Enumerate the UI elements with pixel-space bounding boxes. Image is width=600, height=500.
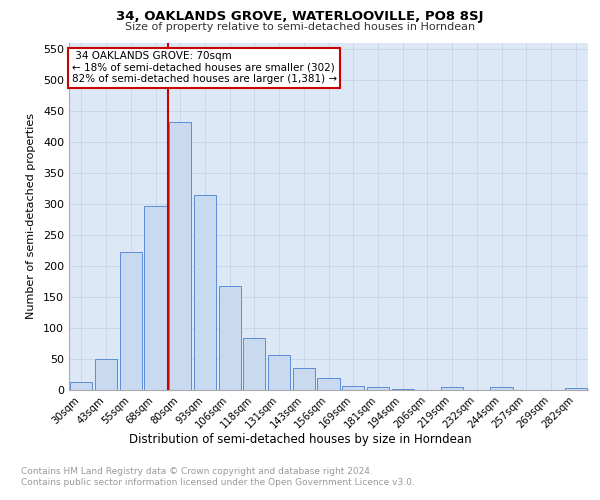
Bar [565, 388, 587, 390]
Bar [70, 382, 92, 390]
Bar [145, 206, 167, 390]
Bar [490, 387, 512, 390]
Bar [218, 286, 241, 390]
Text: Distribution of semi-detached houses by size in Horndean: Distribution of semi-detached houses by … [128, 432, 472, 446]
Bar [367, 387, 389, 390]
Bar [293, 368, 315, 390]
Bar [441, 387, 463, 390]
Bar [194, 195, 216, 390]
Text: Size of property relative to semi-detached houses in Horndean: Size of property relative to semi-detach… [125, 22, 475, 32]
Bar [169, 122, 191, 390]
Text: 34 OAKLANDS GROVE: 70sqm
← 18% of semi-detached houses are smaller (302)
82% of : 34 OAKLANDS GROVE: 70sqm ← 18% of semi-d… [71, 51, 337, 84]
Text: Contains HM Land Registry data © Crown copyright and database right 2024.
Contai: Contains HM Land Registry data © Crown c… [21, 468, 415, 487]
Bar [95, 359, 117, 390]
Bar [119, 252, 142, 390]
Bar [268, 354, 290, 390]
Text: 34, OAKLANDS GROVE, WATERLOOVILLE, PO8 8SJ: 34, OAKLANDS GROVE, WATERLOOVILLE, PO8 8… [116, 10, 484, 23]
Bar [243, 338, 265, 390]
Bar [392, 389, 414, 390]
Bar [317, 378, 340, 390]
Bar [342, 386, 364, 390]
Y-axis label: Number of semi-detached properties: Number of semi-detached properties [26, 114, 36, 320]
